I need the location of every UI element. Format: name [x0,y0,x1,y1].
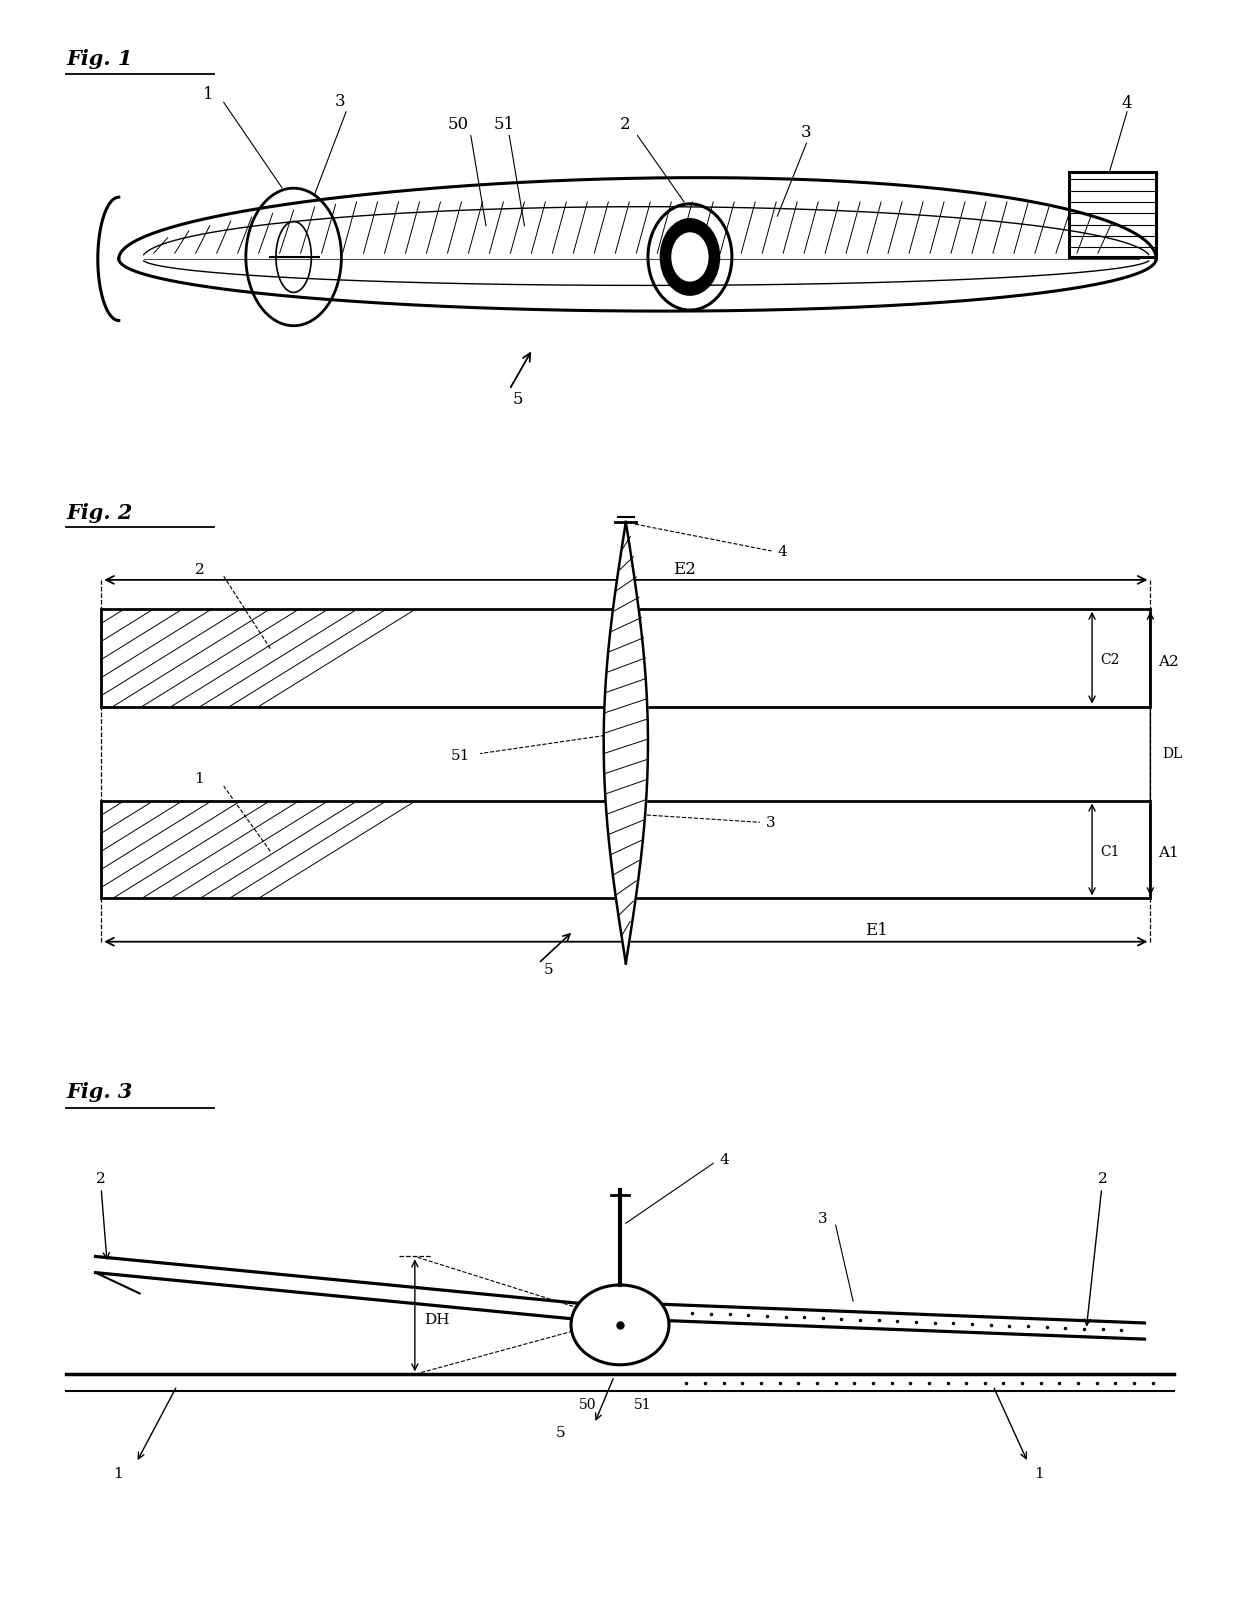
Text: DH: DH [424,1313,450,1326]
Text: 1: 1 [202,85,213,103]
Text: Fig. 2: Fig. 2 [67,503,133,522]
Ellipse shape [671,233,708,283]
Text: Fig. 1: Fig. 1 [67,50,133,69]
Text: 51: 51 [634,1396,651,1411]
Text: 3: 3 [766,815,775,829]
Circle shape [572,1286,668,1364]
Bar [102,800,1151,898]
Text: 2: 2 [1084,1172,1107,1326]
Text: 50: 50 [579,1396,596,1411]
Text: 3: 3 [818,1212,828,1226]
Text: 1: 1 [1034,1466,1044,1480]
Text: 4: 4 [719,1152,729,1167]
Text: 3: 3 [801,124,811,140]
Text: 2: 2 [95,1172,109,1258]
Text: 5: 5 [556,1425,565,1440]
Text: A2: A2 [1158,654,1179,669]
Ellipse shape [660,219,720,297]
Text: 1: 1 [113,1466,123,1480]
Text: 5: 5 [544,963,554,975]
Text: 50: 50 [448,116,469,133]
Text: A1: A1 [1158,845,1179,860]
Text: 2: 2 [620,116,631,133]
Text: 51: 51 [494,116,516,133]
Text: 1: 1 [195,771,205,786]
Text: 3: 3 [335,93,345,111]
Text: 51: 51 [451,749,470,762]
Text: Fig. 3: Fig. 3 [67,1082,133,1101]
Text: E1: E1 [866,922,888,938]
Text: C2: C2 [1100,652,1120,667]
Text: 4: 4 [1121,95,1132,112]
Text: 4: 4 [777,545,787,558]
Text: DL: DL [1162,747,1182,760]
Text: C1: C1 [1100,844,1120,858]
Text: E2: E2 [672,561,696,577]
Text: 2: 2 [195,562,205,577]
Bar [102,609,1151,707]
Text: 5: 5 [513,391,523,408]
